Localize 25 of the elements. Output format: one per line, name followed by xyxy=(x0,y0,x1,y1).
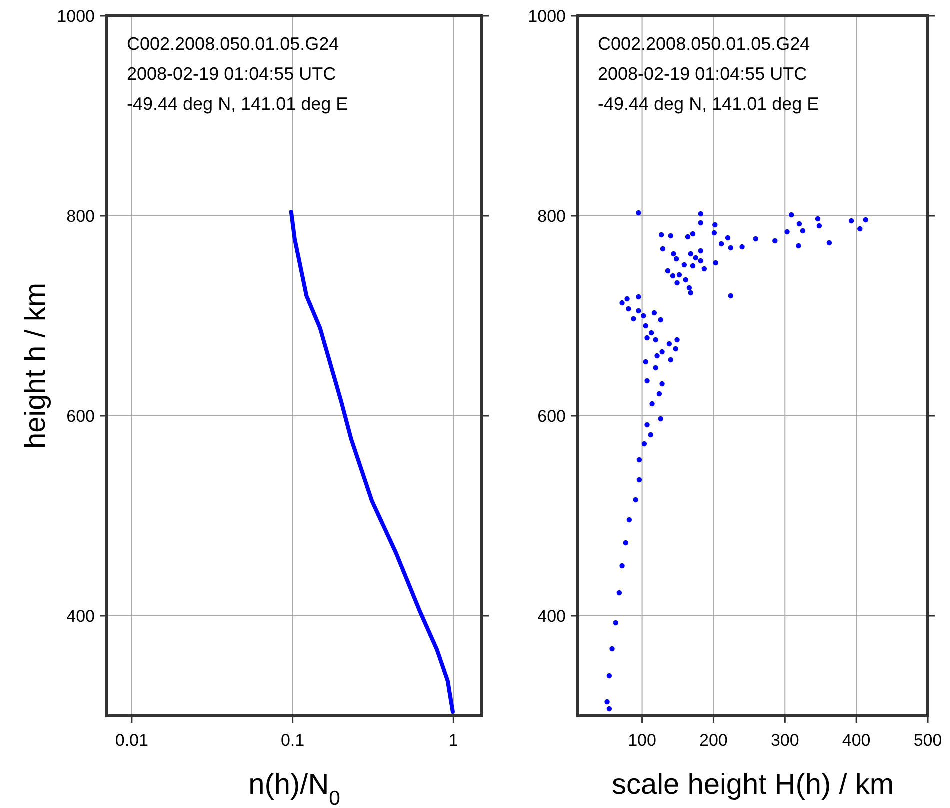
y-tick-label: 400 xyxy=(66,607,95,626)
x-tick-label: 200 xyxy=(700,731,728,750)
y-tick-label: 800 xyxy=(538,207,566,226)
y-tick-label: 1000 xyxy=(528,7,566,26)
x-axis-title: n(h)/N$_{0}$ xyxy=(248,769,340,808)
y-tick-label: 1000 xyxy=(57,7,95,26)
x-tick-label: 300 xyxy=(770,731,800,750)
x-tick-label: 100 xyxy=(628,731,656,750)
annotation: C002.2008.050.01.05.G24 xyxy=(598,34,810,54)
x-axis-title: scale height H(h) / km xyxy=(612,769,894,801)
annotation: 2008-02-19 01:04:55 UTC xyxy=(598,64,808,84)
annotation: -49.44 deg N, 141.01 deg E xyxy=(127,94,348,114)
annotation: -49.44 deg N, 141.01 deg E xyxy=(598,94,820,114)
x-tick-label: 1 xyxy=(448,731,458,750)
y-tick-label: 600 xyxy=(538,407,566,426)
x-tick-label: 400 xyxy=(842,731,871,750)
y-tick-label: 400 xyxy=(538,607,566,626)
y-axis-title: height h / km xyxy=(20,282,52,450)
annotation: C002.2008.050.01.05.G24 xyxy=(127,34,340,54)
annotation: 2008-02-19 01:04:55 UTC xyxy=(127,64,336,84)
x-tick-label: 0.01 xyxy=(115,731,148,750)
y-tick-label: 800 xyxy=(66,207,95,226)
x-tick-label: 500 xyxy=(914,731,942,750)
y-tick-label: 600 xyxy=(66,407,95,426)
x-tick-label: 0.1 xyxy=(280,731,305,750)
